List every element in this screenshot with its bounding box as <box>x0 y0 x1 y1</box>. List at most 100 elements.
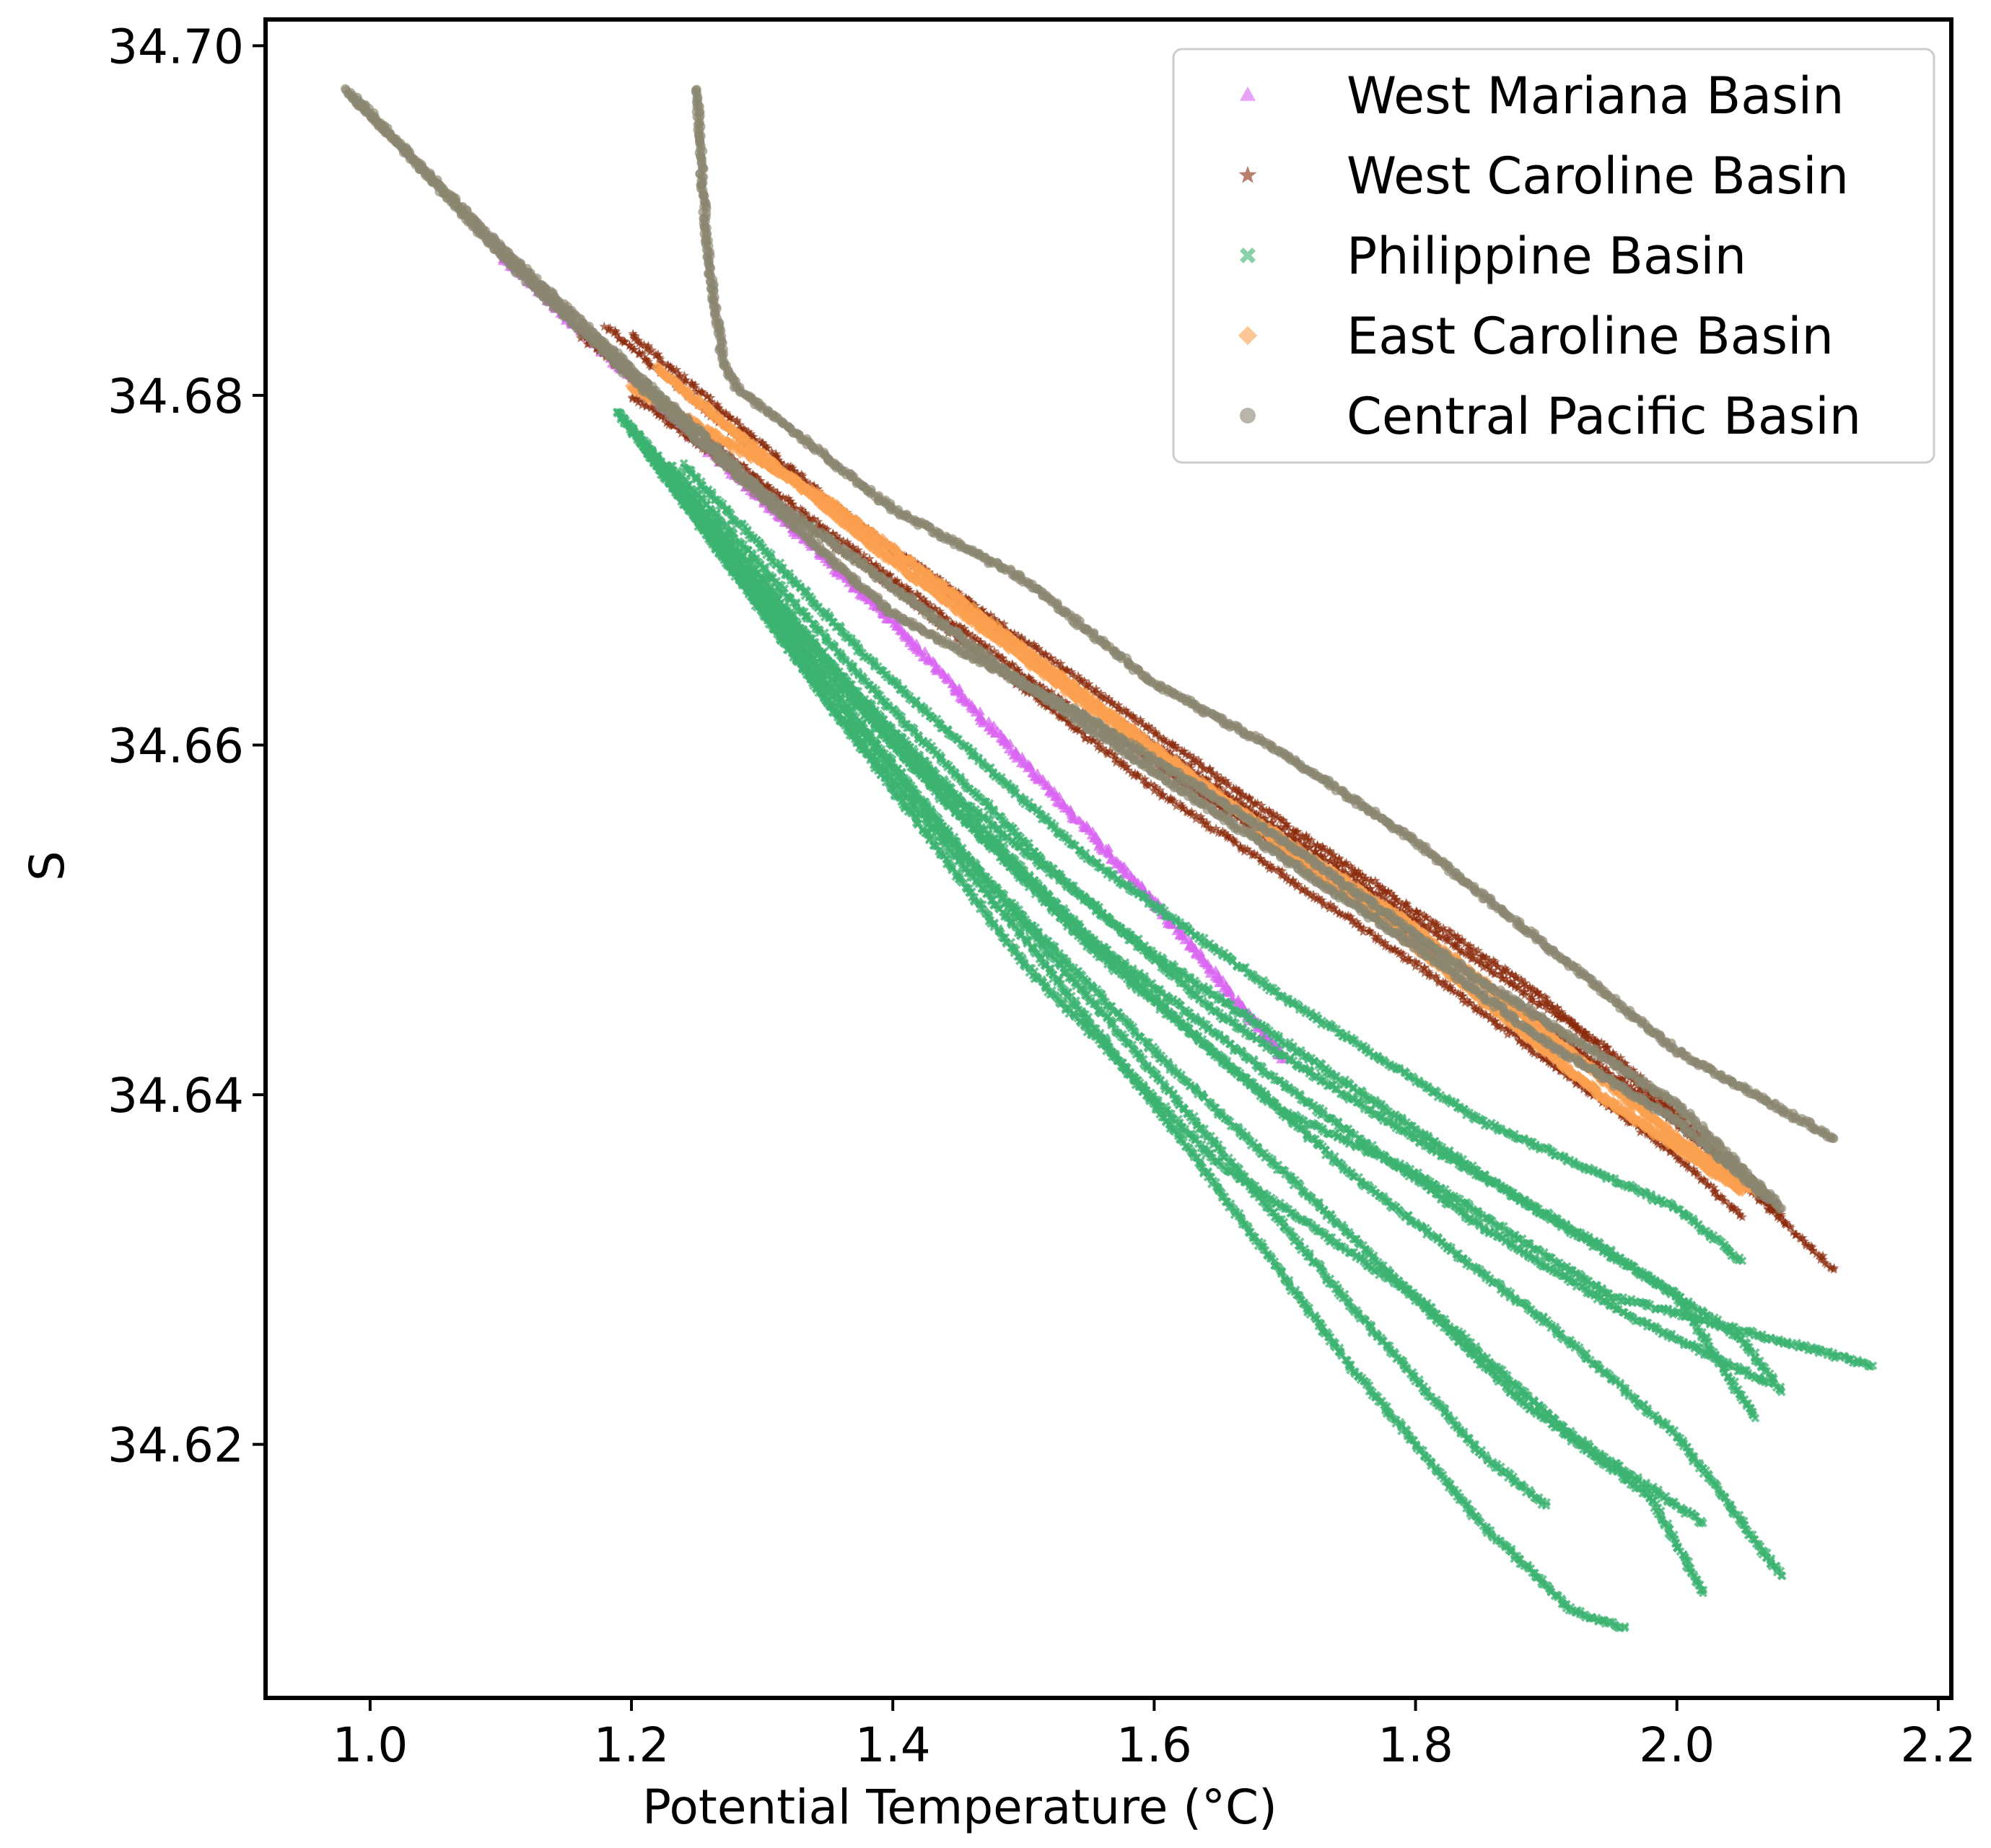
data-point <box>1709 1182 1719 1192</box>
data-point <box>1332 862 1342 872</box>
data-point <box>1723 1199 1734 1209</box>
data-point <box>1575 1044 1585 1054</box>
data-point <box>696 387 706 397</box>
data-point <box>1473 955 1483 965</box>
data-point <box>1411 906 1422 916</box>
data-point <box>1352 916 1362 927</box>
data-point <box>1001 657 1012 667</box>
data-point <box>838 535 849 546</box>
data-point <box>1671 1151 1681 1161</box>
data-point <box>637 349 648 359</box>
data-point <box>631 393 642 403</box>
data-point <box>668 420 678 430</box>
data-point <box>1438 931 1448 940</box>
data-point <box>1334 853 1344 863</box>
data-point <box>1735 1210 1745 1220</box>
data-point <box>1256 854 1266 864</box>
data-point <box>1419 910 1430 920</box>
data-point <box>1189 753 1199 763</box>
data-point <box>620 336 631 346</box>
data-point <box>1284 830 1295 840</box>
data-point <box>1503 968 1514 978</box>
data-point <box>959 623 970 633</box>
data-point <box>1681 1159 1692 1169</box>
data-point <box>1113 700 1124 710</box>
data-point <box>755 436 765 446</box>
data-point <box>1787 1227 1798 1237</box>
data-point <box>1094 739 1105 749</box>
data-point <box>1436 924 1446 934</box>
data-point <box>649 404 660 414</box>
data-point <box>822 524 833 534</box>
data-point <box>748 470 759 480</box>
data-point <box>1484 963 1495 973</box>
data-point <box>1357 878 1368 888</box>
data-point <box>1079 675 1090 686</box>
data-point <box>813 516 823 526</box>
data-point <box>1416 964 1427 974</box>
data-point <box>1193 768 1204 778</box>
data-point <box>1410 961 1421 971</box>
data-point <box>1331 906 1341 916</box>
data-point <box>1095 744 1106 754</box>
data-point <box>875 563 885 573</box>
data-point <box>1068 811 1079 820</box>
data-point <box>1139 774 1150 784</box>
data-point <box>786 461 796 471</box>
data-point <box>1502 1029 1513 1039</box>
data-point <box>1133 771 1144 781</box>
data-point <box>778 492 789 502</box>
data-point <box>1431 927 1442 937</box>
data-point <box>832 530 842 540</box>
data-point <box>743 426 754 437</box>
data-point <box>603 325 614 335</box>
data-point <box>1329 849 1339 859</box>
data-point <box>1692 1170 1703 1180</box>
data-point <box>652 350 662 360</box>
data-point <box>1191 814 1201 823</box>
data-point <box>1495 1020 1505 1030</box>
data-point <box>1421 913 1432 923</box>
data-point <box>1482 1010 1492 1020</box>
data-point <box>1426 971 1437 981</box>
data-point <box>738 424 749 434</box>
data-point <box>1432 919 1443 929</box>
data-point <box>647 403 657 412</box>
data-point <box>1266 818 1277 828</box>
data-point <box>1242 844 1253 854</box>
data-point <box>1215 802 1225 813</box>
data-point <box>865 553 875 564</box>
data-point <box>1409 915 1420 925</box>
data-point <box>1427 919 1438 929</box>
data-point <box>1167 919 1178 929</box>
data-point <box>1710 1186 1721 1196</box>
data-point <box>1283 822 1294 832</box>
data-point <box>1650 1135 1660 1145</box>
data-point <box>1046 686 1057 696</box>
data-point <box>1028 641 1039 652</box>
data-point <box>1469 944 1479 954</box>
data-point <box>1465 998 1476 1008</box>
data-point <box>1699 1175 1710 1186</box>
data-point <box>679 370 690 380</box>
data-point <box>1301 832 1311 842</box>
data-point <box>1186 806 1197 816</box>
data-point <box>1111 757 1121 767</box>
data-point <box>1617 1074 1627 1085</box>
data-point <box>1468 953 1478 963</box>
data-point <box>771 449 782 459</box>
data-point <box>1579 1048 1590 1059</box>
data-point <box>1535 990 1546 1000</box>
data-point <box>1829 1264 1839 1274</box>
data-point <box>1245 846 1255 857</box>
data-point <box>1661 1099 1671 1109</box>
data-point <box>1519 1041 1529 1051</box>
data-point <box>1312 841 1323 851</box>
data-point <box>1205 823 1216 833</box>
data-point <box>659 413 670 424</box>
data-point <box>901 582 912 592</box>
data-point <box>1365 876 1375 886</box>
data-point <box>1177 746 1188 756</box>
data-point <box>1191 810 1202 820</box>
data-point <box>653 409 664 419</box>
